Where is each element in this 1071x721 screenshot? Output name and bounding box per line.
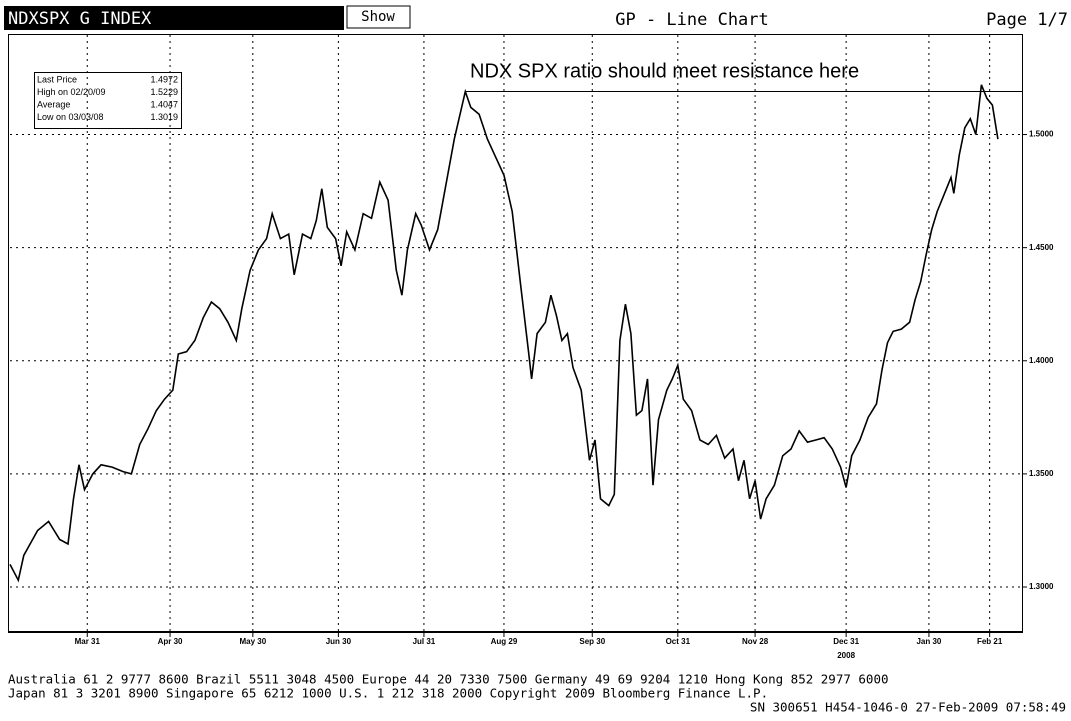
x-tick-label: May 30 — [239, 637, 266, 646]
show-button[interactable] — [346, 5, 411, 29]
x-tick-label: Oct 31 — [666, 637, 691, 646]
show-label[interactable]: Show — [361, 9, 395, 25]
view-title: GP - Line Chart — [615, 10, 769, 30]
ticker: NDXSPX G INDEX — [8, 9, 152, 29]
price-line — [9, 84, 999, 583]
footer-line: Japan 81 3 3201 8900 Singapore 65 6212 1… — [8, 686, 768, 701]
stat-label: High on 02/20/09 — [37, 87, 106, 97]
x-tick-label: Feb 21 — [977, 637, 1003, 646]
stat-label: Average — [37, 99, 70, 109]
y-tick-label: 1.3000 — [1029, 582, 1054, 591]
x-tick-label: Apr 30 — [158, 637, 183, 646]
stat-label: Last Price — [37, 74, 77, 84]
x-tick-label: Sep 30 — [579, 637, 605, 646]
stats-box — [34, 72, 182, 129]
x-tick-label: Jun 30 — [326, 637, 352, 646]
y-tick-label: 1.4000 — [1029, 356, 1054, 365]
x-tick-label: Aug 29 — [491, 637, 518, 646]
x-tick-label: Dec 31 — [833, 637, 859, 646]
y-tick-label: 1.4500 — [1029, 243, 1054, 252]
stat-value: 1.4047 — [150, 99, 178, 109]
y-tick-label: 1.3500 — [1029, 469, 1054, 478]
page-indicator: Page 1/7 — [986, 10, 1068, 30]
x-tick-label: Nov 28 — [742, 637, 769, 646]
ticker-bar — [4, 6, 344, 30]
stat-value: 1.3019 — [150, 112, 178, 122]
x-tick-label: Jul 31 — [413, 637, 436, 646]
stat-label: Low on 03/03/08 — [37, 112, 104, 122]
stat-value: 1.4972 — [150, 74, 178, 84]
footer-line: SN 300651 H454-1046-0 27-Feb-2009 07:58:… — [750, 700, 1066, 715]
y-tick-label: 1.5000 — [1029, 130, 1054, 139]
stat-value: 1.5229 — [150, 87, 178, 97]
x-tick-label: Mar 31 — [75, 637, 101, 646]
footer-line: Australia 61 2 9777 8600 Brazil 5511 304… — [8, 672, 889, 687]
annotation: NDX SPX ratio should meet resistance her… — [470, 60, 859, 82]
year-label: 2008 — [837, 651, 855, 660]
x-tick-label: Jan 30 — [916, 637, 941, 646]
